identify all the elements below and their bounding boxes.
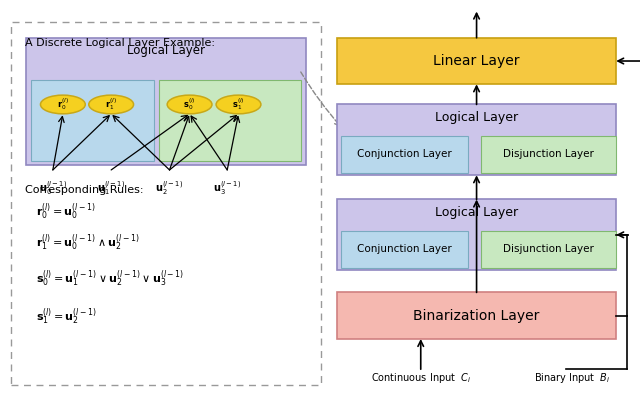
Text: Binarization Layer: Binarization Layer: [413, 309, 540, 323]
FancyBboxPatch shape: [337, 199, 616, 270]
Text: $\mathbf{s}_1^{(l)}$: $\mathbf{s}_1^{(l)}$: [232, 97, 245, 112]
FancyBboxPatch shape: [481, 136, 616, 173]
FancyBboxPatch shape: [31, 80, 154, 161]
Text: $\mathbf{s}_1^{(l)} = \mathbf{u}_2^{(l-1)}$: $\mathbf{s}_1^{(l)} = \mathbf{u}_2^{(l-1…: [36, 306, 97, 327]
Text: $\mathbf{r}_1^{(l)} = \mathbf{u}_0^{(l-1)} \wedge \mathbf{u}_2^{(l-1)}$: $\mathbf{r}_1^{(l)} = \mathbf{u}_0^{(l-1…: [36, 232, 140, 253]
Text: Continuous Input  $C_i$: Continuous Input $C_i$: [371, 371, 471, 385]
Ellipse shape: [40, 95, 85, 114]
Text: Logical Layer: Logical Layer: [127, 44, 205, 57]
Text: Corresponding Rules:: Corresponding Rules:: [24, 185, 143, 195]
Ellipse shape: [89, 95, 134, 114]
FancyBboxPatch shape: [337, 38, 616, 84]
FancyBboxPatch shape: [159, 80, 301, 161]
FancyBboxPatch shape: [26, 38, 306, 165]
FancyBboxPatch shape: [337, 292, 616, 339]
FancyBboxPatch shape: [11, 22, 321, 385]
Text: $\mathbf{u}_3^{(l-1)}$: $\mathbf{u}_3^{(l-1)}$: [213, 179, 241, 197]
Text: Logical Layer: Logical Layer: [435, 111, 518, 124]
Text: Conjunction Layer: Conjunction Layer: [357, 244, 452, 254]
Text: $\mathbf{u}_2^{(l-1)}$: $\mathbf{u}_2^{(l-1)}$: [156, 179, 184, 197]
Text: Disjunction Layer: Disjunction Layer: [503, 244, 594, 254]
FancyBboxPatch shape: [481, 231, 616, 268]
Ellipse shape: [167, 95, 212, 114]
Text: $\mathbf{s}_0^{(l)}$: $\mathbf{s}_0^{(l)}$: [183, 97, 196, 112]
Text: $\mathbf{u}_0^{(l-1)}$: $\mathbf{u}_0^{(l-1)}$: [38, 179, 67, 197]
Text: $\mathbf{s}_0^{(l)} = \mathbf{u}_1^{(l-1)} \vee \mathbf{u}_2^{(l-1)} \vee \mathb: $\mathbf{s}_0^{(l)} = \mathbf{u}_1^{(l-1…: [36, 268, 184, 289]
Text: $\mathbf{r}_0^{(l)}$: $\mathbf{r}_0^{(l)}$: [57, 97, 69, 112]
Text: Binary Input  $B_i$: Binary Input $B_i$: [534, 371, 611, 385]
Text: A Discrete Logical Layer Example:: A Discrete Logical Layer Example:: [24, 38, 214, 48]
Text: Linear Layer: Linear Layer: [433, 54, 520, 68]
Text: $\mathbf{u}_1^{(l-1)}$: $\mathbf{u}_1^{(l-1)}$: [97, 179, 125, 197]
Text: $\mathbf{r}_1^{(l)}$: $\mathbf{r}_1^{(l)}$: [105, 97, 117, 112]
Text: Disjunction Layer: Disjunction Layer: [503, 149, 594, 160]
Text: $\mathbf{r}_0^{(l)} = \mathbf{u}_0^{(l-1)}$: $\mathbf{r}_0^{(l)} = \mathbf{u}_0^{(l-1…: [36, 201, 96, 222]
FancyBboxPatch shape: [340, 136, 468, 173]
Text: Logical Layer: Logical Layer: [435, 206, 518, 219]
Text: Conjunction Layer: Conjunction Layer: [357, 149, 452, 160]
Ellipse shape: [216, 95, 261, 114]
FancyBboxPatch shape: [337, 105, 616, 175]
FancyBboxPatch shape: [340, 231, 468, 268]
